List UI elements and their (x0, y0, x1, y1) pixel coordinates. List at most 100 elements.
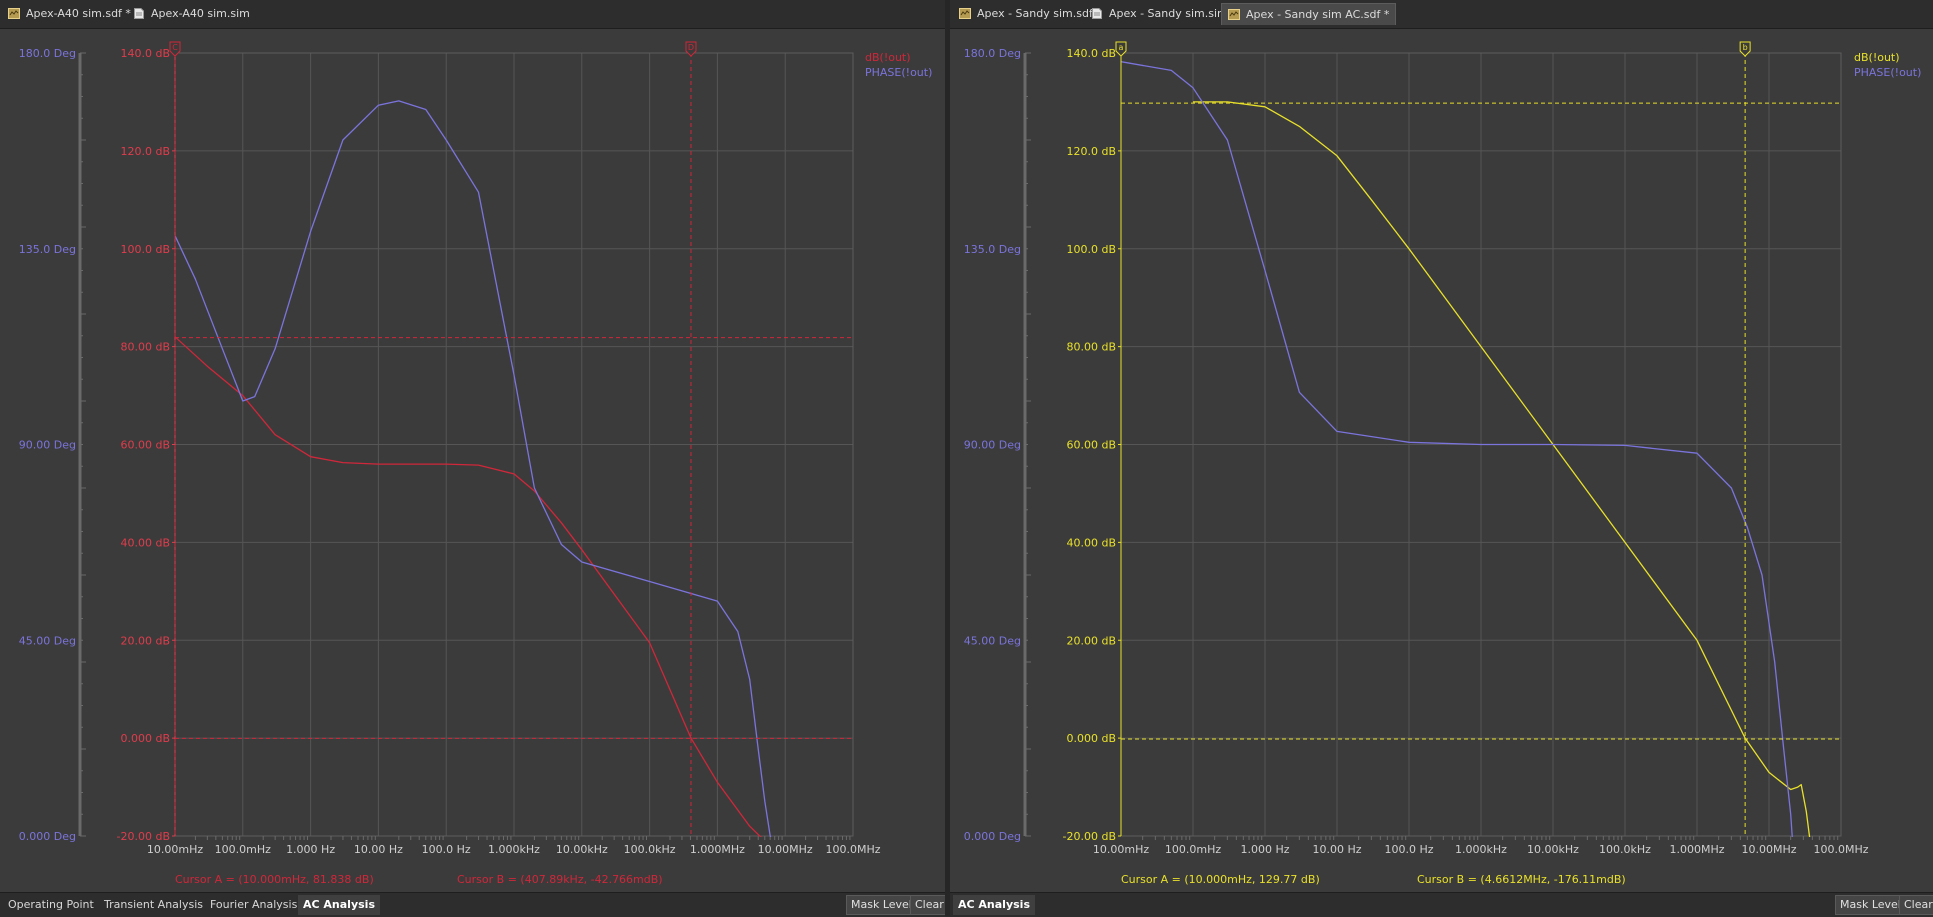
x-tick-label: 1.000 Hz (1240, 843, 1289, 856)
tab-operating-point[interactable]: Operating Point (8, 898, 94, 911)
x-tick-label: 1.000kHz (1455, 843, 1507, 856)
cursor-a-readout: Cursor A = (10.000mHz, 129.77 dB) (1121, 873, 1320, 886)
doc-tab-label: Apex - Sandy sim.sim (1109, 7, 1228, 20)
doc-tab-apex-a40-sim-sim[interactable]: Apex-A40 sim.sim (127, 3, 256, 25)
doc-tab-apex-a40-sim-sdf[interactable]: Apex-A40 sim.sdf * (2, 3, 137, 25)
db-tick-label: 100.0 dB (1066, 243, 1116, 256)
schematic-doc-icon (8, 8, 20, 19)
legend-db-out[interactable]: dB(!out) (865, 51, 911, 64)
db-tick-label: 60.00 dB (120, 439, 170, 452)
doc-tab-label: Apex-A40 sim.sim (151, 7, 250, 20)
db-out-trace[interactable] (175, 336, 765, 841)
clear-button[interactable]: Clear (1899, 895, 1933, 915)
x-tick-label: 10.00kHz (556, 843, 608, 856)
phase-tick-label: 90.00 Deg (19, 439, 76, 452)
doc-tab-apex-sandy-sim-sdf[interactable]: Apex - Sandy sim.sdf (953, 3, 1099, 25)
x-tick-label: 100.0mHz (1165, 843, 1221, 856)
db-tick-label: -20.00 dB (117, 830, 171, 843)
legend-phase-out[interactable]: PHASE(!out) (1854, 66, 1921, 79)
x-tick-label: 10.00MHz (1741, 843, 1796, 856)
left-analysis-tabbar: Operating Point Transient Analysis Fouri… (0, 892, 949, 917)
phase-tick-label: 0.000 Deg (964, 830, 1021, 843)
chart-axes: 140.0 dB 120.0 dB 100.0 dB 80.00 dB 60.00 dB… (19, 47, 881, 856)
x-tick-label: 100.0MHz (825, 843, 880, 856)
cursor-flag-icon[interactable]: C (169, 41, 181, 57)
doc-tab-label: Apex - Sandy sim.sdf (977, 7, 1093, 20)
cursor-b-readout: Cursor B = (4.6612MHz, -176.11mdB) (1417, 873, 1626, 886)
cursor-flag-icon[interactable]: a (1115, 41, 1127, 57)
phase-out-trace[interactable] (175, 100, 779, 858)
x-tick-label: 10.00 Hz (1312, 843, 1361, 856)
x-tick-label: 10.00 Hz (354, 843, 403, 856)
chart-series (1121, 61, 1811, 858)
doc-tab-apex-sandy-sim-ac-sdf[interactable]: Apex - Sandy sim AC.sdf * (1221, 3, 1397, 25)
x-tick-label: 10.00mHz (147, 843, 203, 856)
doc-tab-apex-sandy-sim-sim[interactable]: Apex - Sandy sim.sim (1085, 3, 1234, 25)
phase-tick-label: 180.0 Deg (19, 47, 76, 60)
x-tick-label: 1.000MHz (690, 843, 745, 856)
phase-tick-label: 135.0 Deg (19, 243, 76, 256)
phase-out-trace[interactable] (1121, 61, 1794, 858)
schematic-doc-icon (1228, 9, 1240, 20)
right-ac-analysis-chart[interactable]: 140.0 dB 120.0 dB 100.0 dB 80.00 dB 60.00 dB… (950, 28, 1933, 892)
cursor-b-readout: Cursor B = (407.89kHz, -42.766mdB) (457, 873, 663, 886)
db-tick-label: 80.00 dB (1066, 341, 1116, 354)
mask-level-button[interactable]: Mask Level (846, 895, 917, 915)
db-tick-label: -20.00 dB (1063, 830, 1117, 843)
sim-doc-icon (1092, 8, 1102, 19)
x-tick-label: 100.0kHz (1599, 843, 1651, 856)
db-tick-label: 60.00 dB (1066, 439, 1116, 452)
db-tick-label: 120.0 dB (120, 145, 170, 158)
x-tick-label: 1.000kHz (488, 843, 540, 856)
left-document-tabbar: Apex-A40 sim.sdf * Apex-A40 sim.sim (0, 0, 945, 29)
x-tick-label: 1.000 Hz (286, 843, 335, 856)
doc-tab-label: Apex-A40 sim.sdf * (26, 7, 131, 20)
tab-fourier-analysis[interactable]: Fourier Analysis (210, 898, 298, 911)
db-tick-label: 0.000 dB (120, 732, 170, 745)
tab-ac-analysis[interactable]: AC Analysis (953, 895, 1035, 915)
pane-splitter[interactable] (945, 0, 950, 916)
clear-button[interactable]: Clear (910, 895, 949, 915)
db-tick-label: 20.00 dB (120, 634, 170, 647)
phase-tick-label: 45.00 Deg (964, 634, 1021, 647)
chart-series (175, 100, 779, 858)
cursor-flag-icon[interactable]: b (1739, 41, 1751, 57)
left-ac-analysis-chart[interactable]: 140.0 dB 120.0 dB 100.0 dB 80.00 dB 60.00 dB… (0, 28, 945, 892)
tab-ac-analysis[interactable]: AC Analysis (298, 895, 380, 915)
sim-doc-icon (134, 8, 144, 19)
cursor-flag-label: a (1119, 43, 1124, 52)
x-tick-label: 100.0kHz (624, 843, 676, 856)
right-analysis-tabbar: AC Analysis Mask Level Clear (950, 892, 1933, 917)
cursor-flag-label: C (172, 43, 178, 52)
cursor-flag-icon[interactable]: D (685, 41, 697, 57)
db-tick-label: 140.0 dB (120, 47, 170, 60)
right-document-pane: Apex - Sandy sim.sdf Apex - Sandy sim.si… (950, 0, 1933, 917)
db-tick-label: 0.000 dB (1066, 732, 1116, 745)
chart-axes: 140.0 dB 120.0 dB 100.0 dB 80.00 dB 60.00 dB… (964, 47, 1869, 856)
phase-tick-label: 0.000 Deg (19, 830, 76, 843)
tab-transient-analysis[interactable]: Transient Analysis (104, 898, 203, 911)
schematic-doc-icon (959, 8, 971, 19)
phase-tick-label: 45.00 Deg (19, 634, 76, 647)
legend-phase-out[interactable]: PHASE(!out) (865, 66, 932, 79)
db-out-trace[interactable] (1193, 101, 1811, 846)
x-tick-label: 100.0mHz (215, 843, 271, 856)
right-document-tabbar: Apex - Sandy sim.sdf Apex - Sandy sim.si… (950, 0, 1933, 29)
x-tick-label: 10.00kHz (1527, 843, 1579, 856)
phase-tick-label: 90.00 Deg (964, 439, 1021, 452)
x-tick-label: 100.0MHz (1813, 843, 1868, 856)
phase-tick-label: 135.0 Deg (964, 243, 1021, 256)
x-tick-label: 1.000MHz (1669, 843, 1724, 856)
mask-level-button[interactable]: Mask Level (1835, 895, 1906, 915)
db-tick-label: 40.00 dB (1066, 536, 1116, 549)
db-tick-label: 100.0 dB (120, 243, 170, 256)
db-tick-label: 140.0 dB (1066, 47, 1116, 60)
chart-grid (174, 52, 854, 837)
legend-db-out[interactable]: dB(!out) (1854, 51, 1900, 64)
db-tick-label: 20.00 dB (1066, 634, 1116, 647)
cursor-a-readout: Cursor A = (10.000mHz, 81.838 dB) (175, 873, 374, 886)
doc-tab-label: Apex - Sandy sim AC.sdf * (1246, 8, 1390, 21)
db-tick-label: 80.00 dB (120, 341, 170, 354)
